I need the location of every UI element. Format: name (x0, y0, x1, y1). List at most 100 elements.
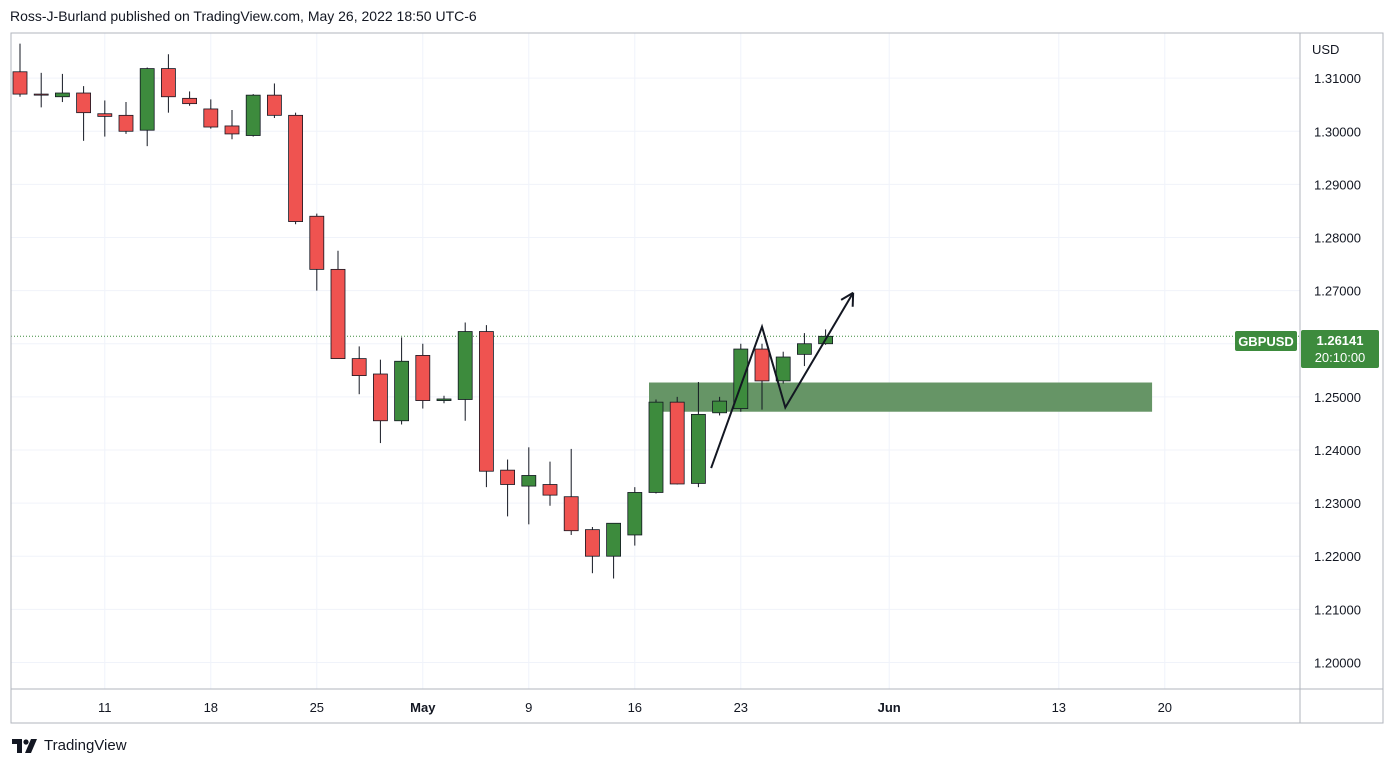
candle-body-down (97, 113, 113, 117)
candle (542, 461, 558, 506)
arrow-head-icon (840, 291, 855, 307)
price-tick-label: 1.21000 (1314, 602, 1361, 617)
candle (691, 381, 706, 488)
candle (500, 459, 516, 517)
candle-body-down (754, 348, 770, 382)
arrow-head-stroke (840, 291, 854, 301)
price-axis[interactable]: 1.310001.300001.290001.280001.270001.260… (1314, 71, 1361, 670)
candle-body-down (224, 125, 240, 135)
time-tick-label: 25 (310, 700, 324, 715)
candle (309, 213, 325, 291)
price-tick-label: 1.28000 (1314, 231, 1361, 246)
price-tick-label: 1.22000 (1314, 549, 1361, 564)
chart-frame (10, 32, 1384, 724)
candle-body-down (12, 71, 28, 95)
candle-body-down (669, 401, 685, 485)
candle (436, 395, 452, 404)
candle (563, 448, 579, 535)
candle (606, 522, 621, 579)
last-price-badge: 1.26141 20:10:00 (1301, 330, 1379, 368)
candle (330, 250, 346, 360)
candle-body-down (415, 355, 431, 401)
candle-body-up (436, 398, 452, 401)
price-tick-label: 1.25000 (1314, 390, 1361, 405)
candle (712, 396, 727, 416)
candle-body-up (394, 360, 410, 422)
symbol-label-text: GBPUSD (1238, 334, 1294, 349)
candle (669, 396, 685, 485)
countdown-value: 20:10:00 (1315, 350, 1366, 365)
candle (55, 73, 70, 103)
candle-body-up (245, 94, 261, 136)
time-tick-label: May (410, 700, 436, 715)
price-tick-label: 1.20000 (1314, 655, 1361, 670)
candle-body-down (309, 215, 325, 270)
candle-body-up (797, 343, 812, 355)
author-name[interactable]: Ross-J-Burland (10, 8, 107, 24)
candle (224, 110, 240, 140)
candle (33, 72, 49, 108)
candle-body-down (585, 529, 600, 557)
candle (478, 325, 494, 488)
candle-body-down (266, 94, 282, 116)
candle (627, 487, 643, 546)
time-tick-label: 13 (1052, 700, 1066, 715)
candle-body-up (139, 68, 155, 131)
price-tick-label: 1.23000 (1314, 496, 1361, 511)
candle-body-up (691, 413, 706, 484)
candle (394, 337, 410, 425)
candle-body-down (33, 93, 49, 96)
price-tick-label: 1.30000 (1314, 124, 1361, 139)
brand-name: TradingView (44, 737, 127, 754)
candle-body-up (775, 356, 791, 382)
candle (351, 346, 367, 395)
candle-body-down (76, 92, 91, 114)
price-tick-label: 1.24000 (1314, 443, 1361, 458)
candle (266, 83, 282, 118)
symbol-label: GBPUSD (1235, 331, 1297, 351)
tradingview-footer[interactable]: TradingView (12, 737, 127, 754)
candle (372, 359, 388, 444)
time-tick-label: 16 (628, 700, 642, 715)
candle-body-down (351, 358, 367, 377)
candle (160, 54, 176, 113)
candle (76, 86, 91, 141)
time-axis[interactable]: 11 18 25 May 9 16 23 Jun 13 20 (98, 700, 1172, 715)
candle-body-down (542, 484, 558, 496)
candle-body-down (372, 373, 388, 422)
candle-body-down (118, 114, 134, 132)
publish-date: May 26, 2022 18:50 UTC-6 (307, 8, 477, 24)
time-tick-label: Jun (878, 700, 901, 715)
candle (139, 67, 155, 147)
candle-body-up (457, 331, 473, 400)
candle-body-up (521, 475, 537, 487)
published-on-text: published on TradingView.com, (110, 8, 304, 24)
candles-group (12, 43, 833, 579)
time-tick-label: 9 (525, 700, 532, 715)
candle (415, 343, 431, 409)
time-tick-label: 11 (98, 700, 112, 715)
candle (585, 526, 600, 574)
price-tick-label: 1.29000 (1314, 177, 1361, 192)
candle-body-down (330, 268, 346, 360)
price-tick-label: 1.27000 (1314, 284, 1361, 299)
candle-body-down (203, 108, 219, 128)
candle-body-up (712, 400, 727, 414)
time-tick-label: 20 (1158, 700, 1172, 715)
candle-body-up (55, 92, 70, 98)
candle (457, 322, 473, 421)
candle (203, 99, 219, 129)
candle (288, 112, 304, 225)
candle (648, 399, 664, 494)
candle-body-down (182, 97, 198, 105)
time-tick-label: 18 (204, 700, 218, 715)
publication-header: Ross-J-Burland published on TradingView.… (10, 8, 477, 24)
tradingview-logo-icon (12, 738, 37, 753)
candle-body-down (288, 114, 304, 222)
candle (245, 94, 261, 137)
candle (118, 102, 134, 134)
currency-label: USD (1312, 42, 1339, 57)
candle-body-down (478, 331, 494, 472)
candle (12, 43, 28, 97)
